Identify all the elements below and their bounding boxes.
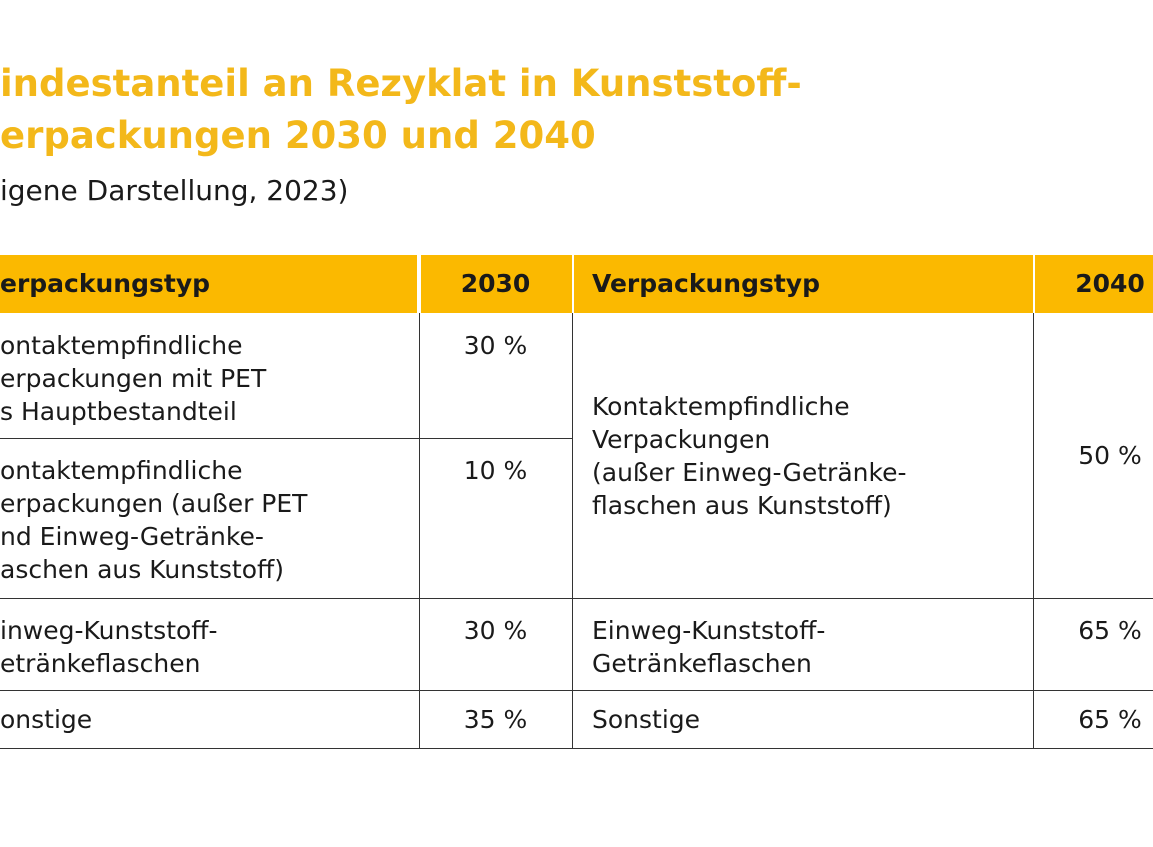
col-line xyxy=(572,313,573,748)
cell-line: ontaktempfindliche xyxy=(0,456,243,485)
cell-line: Kontaktempfindliche xyxy=(592,391,850,421)
cell: onstige xyxy=(0,703,92,736)
cell: Sonstige xyxy=(592,703,700,736)
row-line xyxy=(0,690,1153,691)
cell-line: erpackungen (außer PET xyxy=(0,489,308,518)
row-line xyxy=(0,598,1153,599)
cell: inweg-Kunststoff-etränkeflaschen xyxy=(0,614,218,680)
cell: 35 % xyxy=(463,704,528,734)
cell: 30 % xyxy=(463,331,528,360)
cell: 65 % xyxy=(1078,616,1142,645)
cell-line: nd Einweg-Getränke- xyxy=(0,522,264,551)
cell-line: flaschen aus Kunststoff) xyxy=(592,490,892,520)
header-cell xyxy=(1035,255,1153,313)
header-cell xyxy=(0,255,417,313)
title-line: erpackungen 2030 und 2040 xyxy=(0,114,596,157)
header-text: Verpackungstyp xyxy=(592,269,820,298)
subtitle: igene Darstellung, 2023) xyxy=(0,174,349,207)
cell-line: Einweg-Kunststoff- xyxy=(592,616,826,645)
header-text: 2040 xyxy=(1075,269,1145,298)
cell-line: Sonstige xyxy=(592,704,701,734)
cell: 10 % xyxy=(463,456,528,485)
cell: Kontaktempfindliche Verpackungen (außer Ei… xyxy=(592,390,906,522)
cell-line: s Hauptbestandteil xyxy=(0,397,237,426)
cell-line: inweg-Kunststoff- xyxy=(0,616,218,645)
cell: 50 % xyxy=(1078,441,1142,470)
header-text: 2030 xyxy=(460,269,531,298)
cell-line: erpackungen mit PET xyxy=(0,364,267,393)
cell-line: onstige xyxy=(0,704,93,734)
cell-line: (außer Einweg-Getränke- xyxy=(592,457,907,487)
title-line: indestanteil an Rezyklat in Kunststoff- xyxy=(0,62,802,105)
header-cell xyxy=(421,255,572,313)
cell: 65 % xyxy=(1078,704,1142,734)
cell-line: etränkeflaschen xyxy=(0,649,201,678)
cell-line: Verpackungen xyxy=(592,424,771,454)
cell-line: ontaktempfindliche xyxy=(0,331,243,360)
row-line xyxy=(0,748,1153,749)
cell-line: Getränkeflaschen xyxy=(592,649,812,678)
col-line xyxy=(419,313,420,748)
row-line xyxy=(0,438,572,439)
cell: 30 % xyxy=(463,616,528,645)
header-text: erpackungstyp xyxy=(0,269,211,298)
col-line xyxy=(1033,313,1034,748)
cell: Einweg-Kunststoff- Getränkeflaschen xyxy=(592,614,825,680)
cell: ontaktempfindliche erpackungen (außer PET… xyxy=(0,454,307,586)
cell: ontaktempfindliche erpackungen mit PET s H… xyxy=(0,329,266,428)
cell-line: aschen aus Kunststoff) xyxy=(0,555,285,584)
header-cell xyxy=(574,255,1033,313)
